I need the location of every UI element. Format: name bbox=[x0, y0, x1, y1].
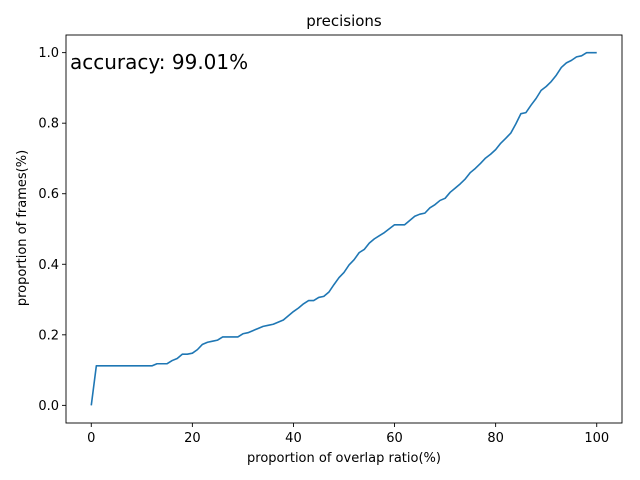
y-tick-label: 0.0 bbox=[38, 399, 59, 414]
y-tick-label: 1.0 bbox=[38, 46, 59, 61]
x-tick-label: 0 bbox=[87, 431, 95, 446]
y-axis-label: proportion of frames(%) bbox=[15, 150, 30, 306]
accuracy-annotation: accuracy: 99.01% bbox=[70, 50, 248, 74]
y-tick-label: 0.8 bbox=[38, 117, 59, 132]
x-tick-label: 100 bbox=[584, 431, 609, 446]
series-line-0 bbox=[90, 51, 597, 406]
x-tick-label: 80 bbox=[487, 431, 504, 446]
axes-frame bbox=[65, 34, 623, 424]
x-tick-label: 40 bbox=[285, 431, 302, 446]
x-tick-label: 20 bbox=[184, 431, 201, 446]
y-tick-label: 0.2 bbox=[38, 328, 59, 343]
y-tick-label: 0.4 bbox=[38, 258, 59, 273]
plot-area: 0 20 40 60 80 100 0.0 0.2 0.4 0.6 0.8 1.0 bbox=[38, 34, 623, 446]
x-tick-label: 60 bbox=[386, 431, 403, 446]
chart-title: precisions bbox=[306, 12, 382, 30]
x-axis-label: proportion of overlap ratio(%) bbox=[247, 451, 441, 466]
y-tick-label: 0.6 bbox=[38, 187, 59, 202]
